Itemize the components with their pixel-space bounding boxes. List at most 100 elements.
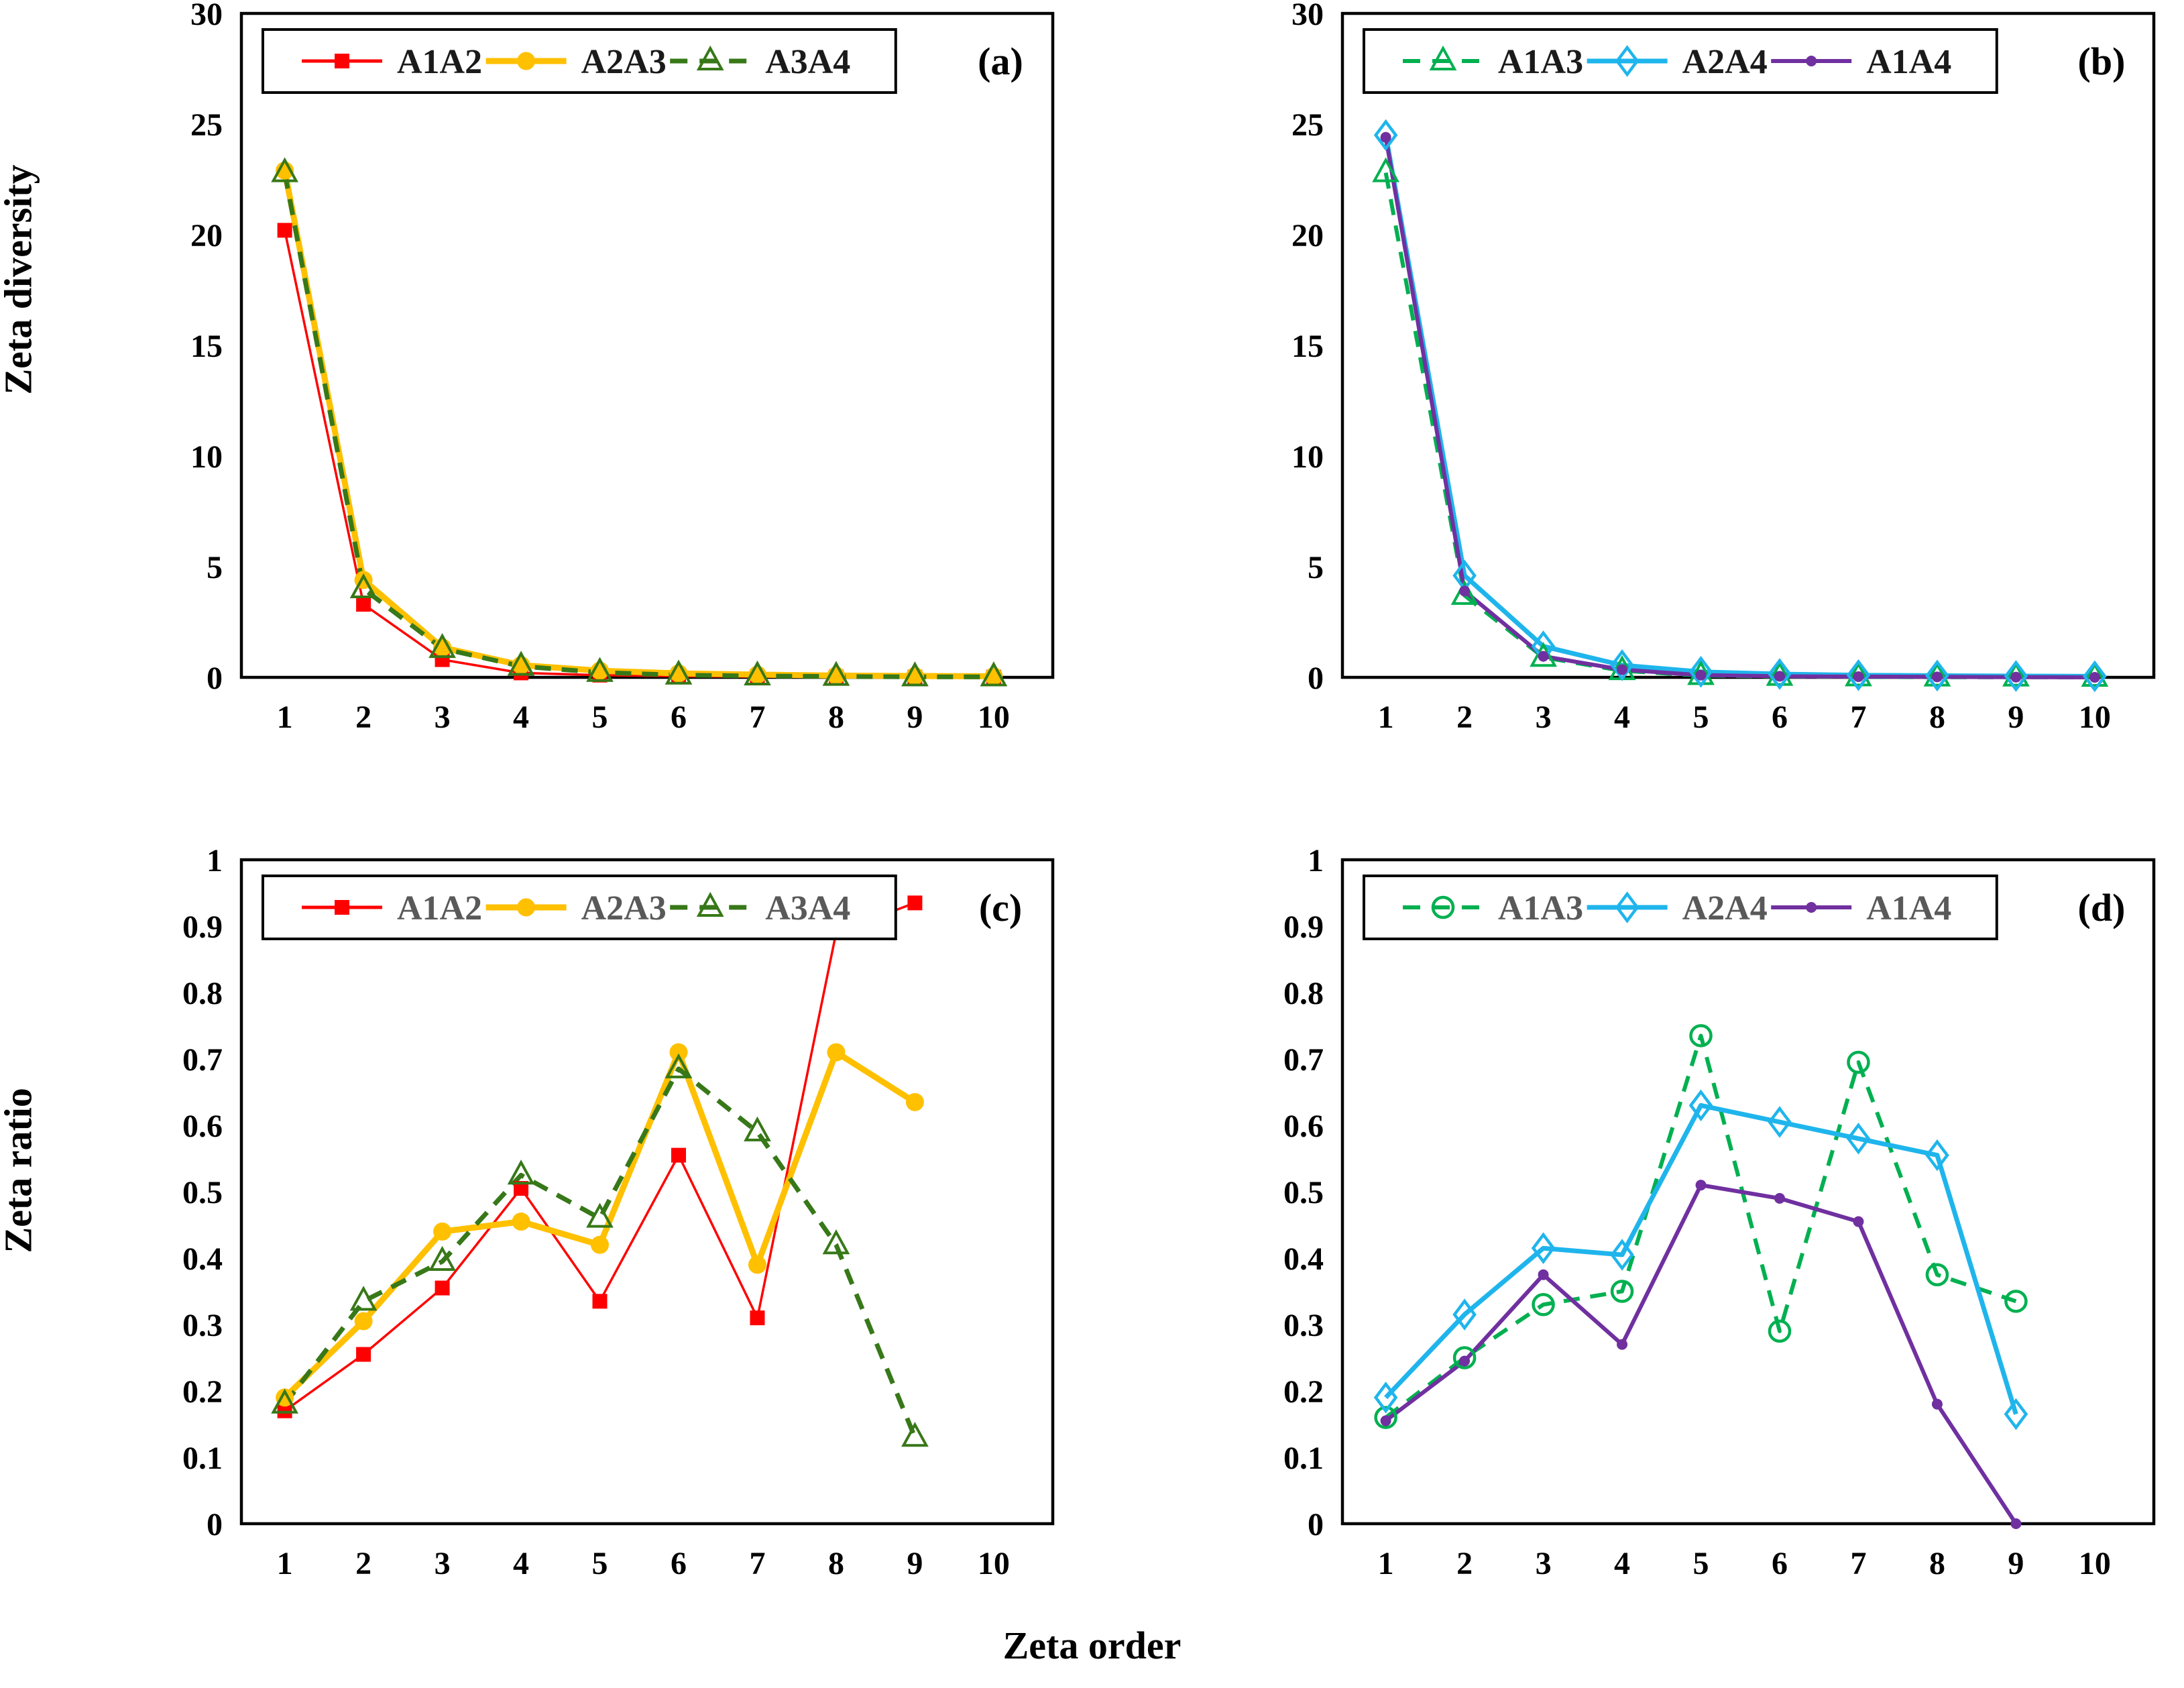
x-tick-label: 10 bbox=[978, 699, 1010, 735]
x-tick-label: 5 bbox=[1693, 1546, 1709, 1581]
diamond-marker bbox=[1610, 1239, 1634, 1271]
legend-label-A2A4: A2A4 bbox=[1682, 889, 1768, 927]
triangle-marker bbox=[665, 659, 693, 685]
open-circle-marker bbox=[1610, 1280, 1634, 1303]
diamond-marker bbox=[1768, 658, 1792, 690]
x-tick-label: 2 bbox=[355, 699, 371, 735]
panel-label-a: (a) bbox=[978, 40, 1023, 83]
x-tick-label: 7 bbox=[749, 699, 765, 735]
x-tick-label: 1 bbox=[1378, 699, 1394, 735]
y-tick-label: 0.6 bbox=[1283, 1109, 1324, 1144]
y-tick-label: 0.7 bbox=[1283, 1042, 1324, 1078]
y-tick-label: 1 bbox=[207, 843, 223, 879]
circle-marker bbox=[669, 1043, 688, 1062]
y-tick-label: 10 bbox=[1291, 439, 1324, 475]
triangle-marker bbox=[2002, 661, 2030, 687]
dot-marker bbox=[1617, 664, 1628, 675]
legend-label-A1A2: A1A2 bbox=[397, 43, 482, 81]
dot-marker bbox=[1617, 1339, 1628, 1350]
circle-marker bbox=[512, 1213, 530, 1231]
square-marker bbox=[335, 900, 349, 915]
dot-marker bbox=[1806, 56, 1817, 66]
panel-label-c: (c) bbox=[979, 886, 1022, 930]
y-tick-label: 30 bbox=[190, 0, 223, 32]
y-tick-label: 5 bbox=[207, 550, 223, 585]
y-tick-label: 0.4 bbox=[182, 1241, 223, 1277]
triangle-marker bbox=[271, 1388, 298, 1414]
triangle-marker bbox=[428, 1245, 456, 1271]
triangle-marker bbox=[2081, 661, 2109, 687]
diamond-marker bbox=[1688, 656, 1713, 688]
y-tick-label: 10 bbox=[190, 439, 223, 475]
legend-label-A1A4: A1A4 bbox=[1866, 43, 1951, 81]
square-marker bbox=[356, 1347, 371, 1362]
x-tick-label: 1 bbox=[277, 1546, 293, 1581]
y-axis-title-zeta-diversity: Zeta diversity bbox=[0, 164, 40, 395]
triangle-marker bbox=[901, 661, 929, 687]
x-tick-label: 1 bbox=[277, 699, 293, 735]
x-tick-label: 2 bbox=[1456, 699, 1473, 735]
triangle-marker bbox=[349, 1286, 378, 1311]
y-tick-label: 0 bbox=[1308, 661, 1324, 696]
diamond-marker bbox=[1373, 1382, 1398, 1414]
x-tick-label: 7 bbox=[1850, 1546, 1866, 1581]
y-tick-label: 0.8 bbox=[1283, 976, 1324, 1011]
circle-marker bbox=[748, 1255, 766, 1274]
dot-marker bbox=[1806, 902, 1817, 913]
x-axis-title-zeta-order: Zeta order bbox=[1002, 1624, 1182, 1667]
legend-label-A1A3: A1A3 bbox=[1498, 43, 1583, 81]
panel-c-chart: 0 0.1 0.2 0.3 0.4 0.5 0.6 0.7 0.8 0.9 1 1 2 3 4 5 6 7 8 9 10… bbox=[182, 843, 1055, 1581]
triangle-marker bbox=[507, 651, 535, 676]
triangle-marker bbox=[586, 1202, 614, 1228]
x-tick-label: 5 bbox=[592, 1546, 608, 1581]
y-tick-label: 25 bbox=[1291, 107, 1324, 143]
dot-marker bbox=[1931, 1398, 1943, 1410]
y-tick-label: 0.7 bbox=[182, 1042, 223, 1078]
square-marker bbox=[592, 1294, 608, 1309]
series-line-A1A4 bbox=[1383, 137, 2095, 679]
dot-marker bbox=[1853, 1216, 1864, 1227]
dot-marker bbox=[1380, 131, 1391, 143]
square-marker bbox=[750, 1310, 765, 1326]
dot-marker bbox=[1538, 1269, 1549, 1280]
triangle-marker bbox=[822, 1229, 850, 1255]
dot-marker bbox=[1459, 585, 1471, 597]
x-tick-label: 3 bbox=[1536, 699, 1552, 735]
triangle-marker bbox=[1372, 157, 1399, 182]
diamond-marker bbox=[1846, 1123, 1871, 1155]
dot-marker bbox=[1459, 1355, 1471, 1367]
circle-marker bbox=[591, 1235, 610, 1254]
triangle-marker bbox=[428, 632, 456, 659]
y-tick-label: 0.3 bbox=[1283, 1308, 1324, 1343]
y-tick-label: 5 bbox=[1308, 550, 1324, 585]
y-tick-label: 0.2 bbox=[1283, 1374, 1324, 1410]
panel-d-chart: 0 0.1 0.2 0.3 0.4 0.5 0.6 0.7 0.8 0.9 1 1 2 3 4 5 6 7 8 9 10… bbox=[1283, 843, 2156, 1581]
triangle-marker bbox=[1766, 661, 1794, 686]
x-tick-label: 10 bbox=[2079, 699, 2111, 735]
series-line-A2A4 bbox=[1384, 1103, 2018, 1415]
triangle-marker bbox=[744, 660, 771, 686]
diamond-marker bbox=[1615, 891, 1640, 923]
diamond-marker bbox=[2004, 660, 2028, 692]
open-circle-marker bbox=[1925, 1263, 1949, 1286]
legend-label-A1A3: A1A3 bbox=[1498, 889, 1583, 927]
open-circle-marker bbox=[1374, 1406, 1397, 1429]
square-marker bbox=[277, 223, 292, 238]
legend-label-A1A2: A1A2 bbox=[397, 889, 482, 927]
triangle-marker bbox=[349, 573, 378, 598]
x-tick-label: 9 bbox=[907, 1546, 923, 1581]
dot-marker bbox=[2010, 671, 2022, 683]
circle-marker bbox=[827, 1043, 846, 1062]
x-tick-label: 9 bbox=[907, 699, 923, 735]
x-tick-label: 2 bbox=[1456, 1546, 1473, 1581]
y-tick-label: 0.5 bbox=[182, 1175, 223, 1211]
dot-marker bbox=[1380, 1415, 1391, 1426]
x-tick-label: 4 bbox=[513, 1546, 529, 1581]
y-tick-label: 1 bbox=[1308, 843, 1324, 879]
dot-marker bbox=[1695, 669, 1707, 681]
triangle-marker bbox=[1429, 45, 1457, 70]
circle-marker bbox=[517, 898, 536, 917]
panel-label-b: (b) bbox=[2078, 40, 2126, 83]
y-tick-label: 0 bbox=[207, 661, 223, 696]
x-tick-label: 6 bbox=[1772, 1546, 1788, 1581]
